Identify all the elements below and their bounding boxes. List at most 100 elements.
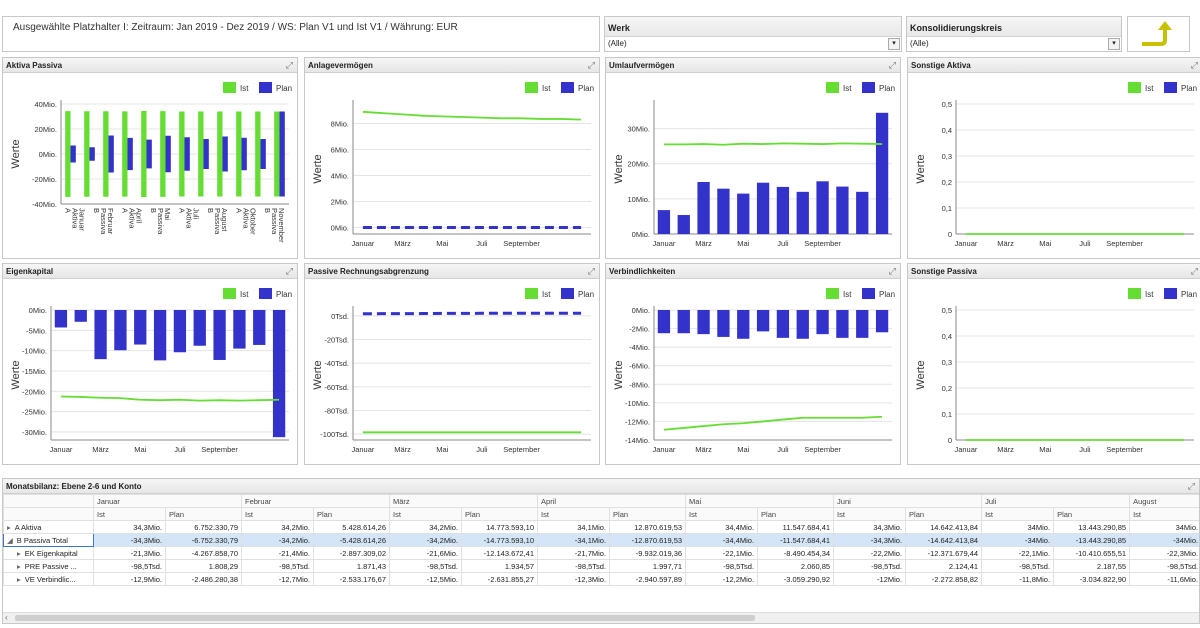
row-label-cell[interactable]: ▸ EK Eigenkapital: [3, 546, 94, 560]
expand-toggle-icon[interactable]: ▸: [7, 522, 11, 532]
cell-plan[interactable]: 1.997,71: [609, 559, 687, 573]
cell-ist[interactable]: -34,4Mio.: [685, 533, 759, 547]
cell-ist[interactable]: -12,2Mio.: [685, 572, 759, 586]
cell-plan[interactable]: 2.060,85: [757, 559, 835, 573]
cell-ist[interactable]: -34,3Mio.: [93, 533, 166, 547]
month-header[interactable]: Februar: [240, 494, 391, 508]
table-row[interactable]: ◢ B Passiva Total -34,3Mio. -6.752.330,79 -3…: [3, 533, 1199, 547]
cell-ist[interactable]: -98,5Tsd.: [537, 559, 611, 573]
subheader-plan[interactable]: Plan: [609, 507, 687, 521]
subheader-ist[interactable]: Ist: [93, 507, 166, 521]
cell-ist[interactable]: -22,3Mio.: [1129, 546, 1199, 560]
cell-plan[interactable]: -2.631.855,27: [461, 572, 539, 586]
subheader-plan[interactable]: Plan: [165, 507, 242, 521]
expand-icon[interactable]: ⤢: [285, 60, 293, 70]
row-label-cell[interactable]: ▸ VE Verbindlic...: [3, 572, 94, 586]
subheader-ist[interactable]: Ist: [241, 507, 314, 521]
cell-plan[interactable]: -12.870.619,53: [609, 533, 687, 547]
cell-plan[interactable]: 6.752.330,79: [165, 520, 242, 534]
subheader-plan[interactable]: Plan: [905, 507, 983, 521]
cell-ist[interactable]: -98,5Tsd.: [389, 559, 463, 573]
cell-ist[interactable]: -12,5Mio.: [389, 572, 463, 586]
werk-filter[interactable]: Werk (Alle) ▾: [604, 16, 902, 52]
cell-ist[interactable]: -11,6Mio.: [1129, 572, 1199, 586]
cell-ist[interactable]: -12,7Mio.: [241, 572, 314, 586]
cell-plan[interactable]: -6.752.330,79: [165, 533, 242, 547]
cell-ist[interactable]: -98,5Tsd.: [93, 559, 166, 573]
month-header[interactable]: April: [537, 494, 687, 508]
row-label-cell[interactable]: ▸ PRE Passive ...: [3, 559, 94, 573]
expand-icon[interactable]: ⤢: [285, 266, 293, 276]
cell-ist[interactable]: -34Mio.: [1129, 533, 1199, 547]
row-label-cell[interactable]: ▸ A Aktiva: [3, 520, 94, 534]
horizontal-scrollbar[interactable]: ‹: [3, 612, 1199, 623]
cell-ist[interactable]: -34,2Mio.: [389, 533, 463, 547]
cell-plan[interactable]: -11.547.684,41: [757, 533, 835, 547]
subheader-plan[interactable]: Plan: [1053, 507, 1131, 521]
cell-ist[interactable]: -22,1Mio.: [981, 546, 1055, 560]
cell-plan[interactable]: -12.371.679,44: [905, 546, 983, 560]
cell-ist[interactable]: 34,2Mio.: [389, 520, 463, 534]
cell-ist[interactable]: -98,5Tsd.: [685, 559, 759, 573]
scroll-left-icon[interactable]: ‹: [5, 613, 8, 622]
cell-ist[interactable]: -34,2Mio.: [241, 533, 314, 547]
cell-plan[interactable]: -2.897.309,02: [312, 546, 391, 560]
cell-plan[interactable]: -10.410.655,51: [1053, 546, 1131, 560]
month-header[interactable]: Juni: [833, 494, 983, 508]
table-row[interactable]: ▸ EK Eigenkapital -21,3Mio. -4.267.858,70 -2…: [3, 546, 1199, 560]
expand-toggle-icon[interactable]: ▸: [17, 561, 21, 571]
cell-ist[interactable]: -34,1Mio.: [537, 533, 611, 547]
subheader-plan[interactable]: Plan: [757, 507, 835, 521]
cell-plan[interactable]: -3.034.822,90: [1053, 572, 1131, 586]
cell-ist[interactable]: -21,3Mio.: [93, 546, 166, 560]
cell-plan[interactable]: 2.187,55: [1053, 559, 1131, 573]
cell-ist[interactable]: 34Mio.: [1129, 520, 1199, 534]
expand-icon[interactable]: ⤢: [888, 266, 896, 276]
cell-plan[interactable]: -13.443.290,85: [1053, 533, 1131, 547]
konsolidierungskreis-filter[interactable]: Konsolidierungskreis (Alle) ▾: [906, 16, 1122, 52]
cell-plan[interactable]: 1.934,57: [461, 559, 539, 573]
month-header[interactable]: August: [1129, 494, 1199, 508]
cell-ist[interactable]: 34,3Mio.: [833, 520, 907, 534]
chevron-down-icon[interactable]: ▾: [888, 38, 900, 50]
expand-icon[interactable]: ⤢: [888, 60, 896, 70]
expand-icon[interactable]: ⤢: [587, 60, 595, 70]
cell-plan[interactable]: -5.428.614,26: [312, 533, 391, 547]
cell-ist[interactable]: 34,4Mio.: [685, 520, 759, 534]
cell-ist[interactable]: -22,2Mio.: [833, 546, 907, 560]
expand-icon[interactable]: ⤢: [587, 266, 595, 276]
expand-icon[interactable]: ⤢: [1187, 481, 1195, 491]
cell-ist[interactable]: -12,9Mio.: [93, 572, 166, 586]
cell-plan[interactable]: -2.272.858,82: [905, 572, 983, 586]
expand-icon[interactable]: ⤢: [1190, 266, 1198, 276]
cell-plan[interactable]: 1.808,29: [165, 559, 242, 573]
subheader-plan[interactable]: Plan: [312, 507, 391, 521]
cell-plan[interactable]: 14.773.593,10: [461, 520, 539, 534]
month-header[interactable]: Januar: [93, 494, 242, 508]
cell-plan[interactable]: -2.486.280,38: [165, 572, 242, 586]
werk-select[interactable]: (Alle) ▾: [605, 37, 901, 52]
cell-ist[interactable]: -22,1Mio.: [685, 546, 759, 560]
subheader-ist[interactable]: Ist: [389, 507, 463, 521]
cell-plan[interactable]: -2.940.597,89: [609, 572, 687, 586]
cell-ist[interactable]: 34Mio.: [981, 520, 1055, 534]
cell-plan[interactable]: -14.642.413,84: [905, 533, 983, 547]
konsolidierungskreis-select[interactable]: (Alle) ▾: [907, 37, 1121, 52]
cell-plan[interactable]: 12.870.619,53: [609, 520, 687, 534]
cell-ist[interactable]: -34,3Mio.: [833, 533, 907, 547]
navigate-up-button[interactable]: [1127, 16, 1190, 52]
subheader-ist[interactable]: Ist: [981, 507, 1055, 521]
cell-ist[interactable]: -21,6Mio.: [389, 546, 463, 560]
cell-plan[interactable]: -9.932.019,36: [609, 546, 687, 560]
cell-plan[interactable]: 13.443.290,85: [1053, 520, 1131, 534]
cell-plan[interactable]: -3.059.290,92: [757, 572, 835, 586]
cell-plan[interactable]: -4.267.858,70: [165, 546, 242, 560]
expand-icon[interactable]: ⤢: [1190, 60, 1198, 70]
cell-plan[interactable]: 14.642.413,84: [905, 520, 983, 534]
cell-ist[interactable]: -34Mio.: [981, 533, 1055, 547]
cell-ist[interactable]: -98,5Tsd.: [981, 559, 1055, 573]
cell-ist[interactable]: -12,3Mio.: [537, 572, 611, 586]
cell-plan[interactable]: 5.428.614,26: [312, 520, 391, 534]
subheader-ist[interactable]: Ist: [685, 507, 759, 521]
cell-plan[interactable]: -14.773.593,10: [461, 533, 539, 547]
